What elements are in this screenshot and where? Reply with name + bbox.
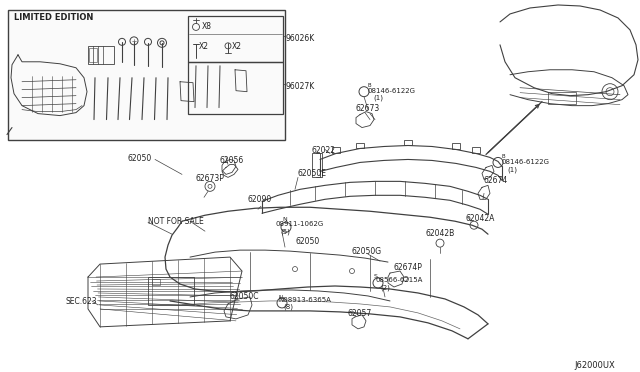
Text: 08146-6122G: 08146-6122G: [368, 88, 416, 94]
Text: 62042A: 62042A: [466, 214, 495, 223]
Bar: [188, 16, 283, 62]
Bar: [148, 277, 194, 305]
Bar: [89, 48, 97, 62]
Text: 62050E: 62050E: [298, 169, 327, 179]
Text: B: B: [368, 83, 372, 88]
Text: 96027K: 96027K: [285, 82, 314, 91]
Bar: [188, 62, 283, 113]
Text: X2: X2: [232, 42, 242, 51]
Bar: [152, 279, 160, 285]
Text: N08913-6365A: N08913-6365A: [278, 297, 331, 303]
Text: 62050: 62050: [296, 237, 320, 246]
Text: LIMITED EDITION: LIMITED EDITION: [14, 13, 93, 22]
Text: 62022: 62022: [312, 147, 336, 155]
Bar: [548, 92, 576, 104]
Text: B: B: [502, 154, 506, 160]
Text: 62050C: 62050C: [230, 292, 259, 301]
Text: X2: X2: [199, 42, 209, 51]
Text: SEC.623: SEC.623: [65, 297, 97, 306]
Text: 62050: 62050: [128, 154, 152, 163]
Text: 62673P: 62673P: [195, 174, 224, 183]
Bar: [452, 144, 460, 150]
Text: 62050G: 62050G: [352, 247, 382, 256]
Bar: [88, 46, 114, 64]
Text: 62674: 62674: [484, 176, 508, 185]
Bar: [404, 140, 412, 145]
Bar: [472, 147, 480, 154]
Text: 62673: 62673: [355, 104, 380, 113]
Text: (5): (5): [280, 228, 290, 235]
Text: (1): (1): [373, 94, 383, 101]
Text: (1): (1): [507, 166, 517, 173]
Text: 96026K: 96026K: [285, 34, 314, 43]
Text: 62056: 62056: [220, 157, 244, 166]
Text: X8: X8: [202, 22, 212, 31]
Text: NOT FOR SALE: NOT FOR SALE: [148, 217, 204, 226]
Bar: [8, 10, 285, 140]
Text: S: S: [374, 274, 378, 279]
Text: (8): (8): [283, 304, 293, 311]
Bar: [312, 154, 320, 177]
Bar: [356, 142, 364, 148]
Text: 62057: 62057: [348, 309, 372, 318]
Text: 62090: 62090: [248, 195, 272, 204]
Text: 08911-1062G: 08911-1062G: [275, 221, 323, 227]
Text: N: N: [279, 295, 283, 300]
Bar: [332, 147, 340, 154]
Text: N: N: [283, 217, 287, 222]
Text: (2): (2): [380, 284, 390, 291]
Text: 62674P: 62674P: [393, 263, 422, 272]
Text: J62000UX: J62000UX: [574, 361, 615, 370]
Text: 08146-6122G: 08146-6122G: [502, 160, 550, 166]
Text: 62042B: 62042B: [425, 229, 454, 238]
Text: 08566-6215A: 08566-6215A: [375, 277, 422, 283]
